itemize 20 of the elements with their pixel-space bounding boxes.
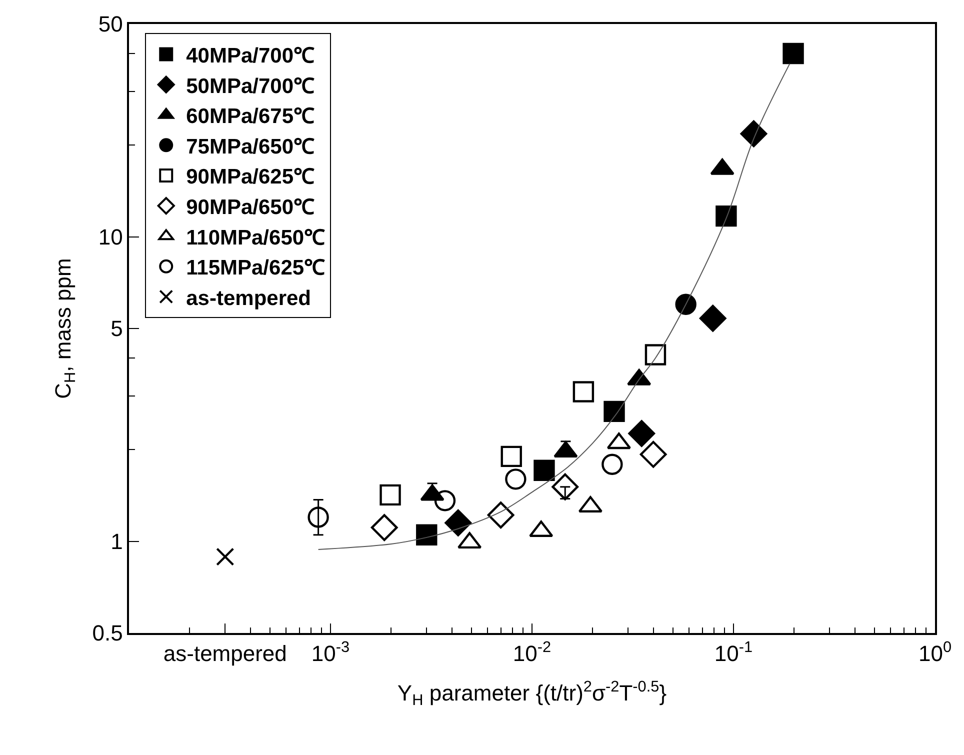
legend-label: 90MPa/650℃ xyxy=(186,196,315,219)
y-tick-label: 0.5 xyxy=(92,620,123,646)
y-tick-label: 50 xyxy=(98,12,123,37)
x-tick-label: 10$^{-2}$ xyxy=(512,638,552,666)
legend-label: 110MPa/650℃ xyxy=(186,226,326,250)
legend-label: 60MPa/675℃ xyxy=(186,105,315,128)
legend-label: 50MPa/700℃ xyxy=(186,74,315,98)
x-tick-label: 10$^{-3}$ xyxy=(311,638,350,666)
legend-label: 90MPa/625℃ xyxy=(186,166,315,189)
legend-label: as-tempered xyxy=(186,286,312,310)
x-tick-label: 10$^{-1}$ xyxy=(714,638,753,666)
x-tick-label: as-tempered xyxy=(163,641,287,666)
y-tick-label: 5 xyxy=(110,316,123,342)
x-tick-label: 10$^{0}$ xyxy=(918,638,952,666)
legend-label: 115MPa/625℃ xyxy=(186,256,326,280)
legend-label: 40MPa/700℃ xyxy=(186,44,315,68)
legend-label: 75MPa/650℃ xyxy=(186,135,315,158)
y-tick-label: 1 xyxy=(110,529,123,554)
y-tick-label: 10 xyxy=(98,224,123,250)
text: Y$_{H}$ parameter {(t/tr)$^{2}$σ$^{-2}$T$^{-0.5}$} xyxy=(397,678,667,710)
